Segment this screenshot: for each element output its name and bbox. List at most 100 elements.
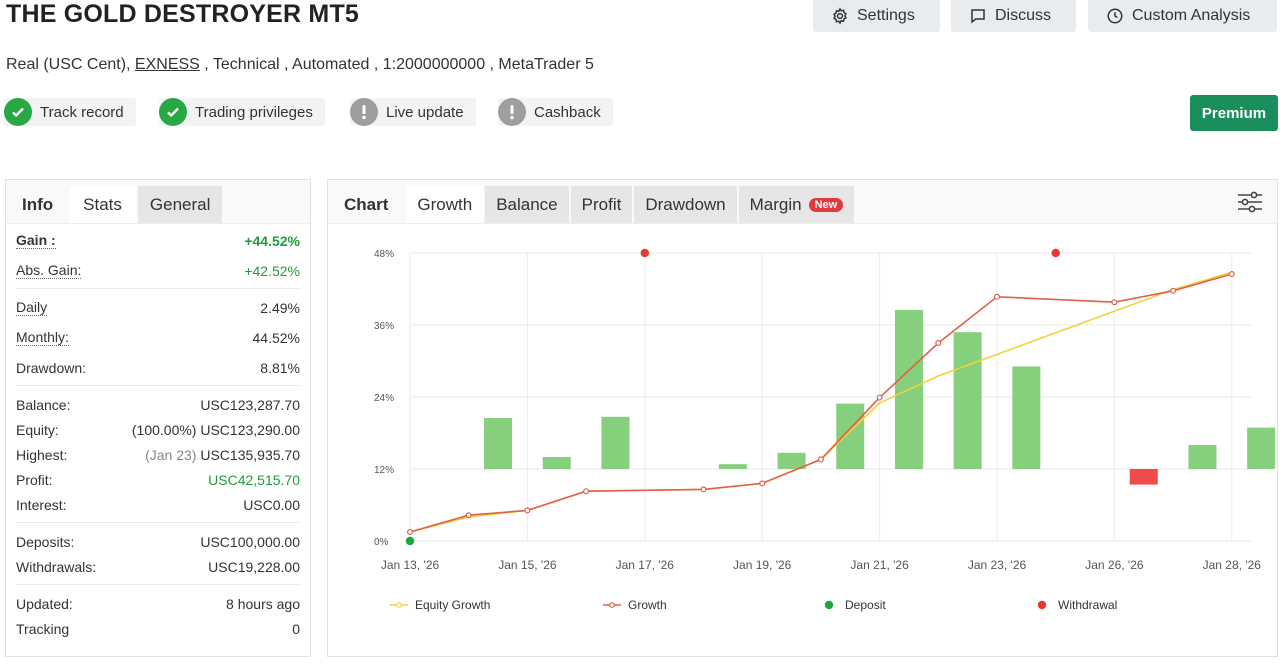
profit-bar (836, 403, 865, 469)
withdrawal-marker (1051, 248, 1060, 258)
badge-label: Live update (386, 103, 464, 121)
broker-link[interactable]: EXNESS (134, 56, 200, 73)
legend-label: Deposit (845, 598, 886, 612)
account-subtitle: Real (USC Cent), EXNESS , Technical , Au… (6, 56, 594, 74)
growth-point (759, 480, 766, 487)
stats-list: Gain : +44.52% Abs. Gain: +42.52% Daily 2.4… (6, 228, 310, 641)
deposit-marker (405, 536, 415, 546)
tab-margin[interactable]: Margin New (738, 186, 855, 223)
growth-point (876, 394, 883, 401)
stat-withdrawals: Withdrawals: USC19,228.00 (16, 558, 300, 575)
clock-icon (1107, 8, 1123, 24)
badge-track-record[interactable]: Track record (4, 98, 136, 126)
y-tick-label: 24% (374, 393, 394, 404)
check-icon (159, 98, 187, 126)
sliders-icon[interactable] (1237, 190, 1263, 214)
check-icon (4, 98, 32, 126)
tab-drawdown[interactable]: Drawdown (634, 186, 737, 223)
custom-analysis-label: Custom Analysis (1132, 7, 1251, 24)
growth-point (406, 529, 413, 536)
x-tick-label: Jan 13, '26 (381, 558, 440, 572)
x-tick-label: Jan 21, '26 (850, 558, 909, 572)
legend-label: Growth (628, 598, 667, 612)
chart-panel: Chart Growth Balance Profit Drawdown Mar… (327, 179, 1278, 657)
growth-point (935, 339, 942, 346)
growth-point (1228, 270, 1235, 277)
profit-bar (718, 464, 747, 469)
stat-equity: Equity: (100.00%) USC123,290.00 (16, 421, 300, 438)
growth-point (1170, 287, 1177, 294)
badge-label: Trading privileges (195, 103, 313, 121)
profit-bar (601, 416, 630, 469)
x-tick-label: Jan 28, '26 (1203, 558, 1262, 572)
growth-point (817, 456, 824, 463)
growth-point (583, 488, 590, 495)
profit-bar (1247, 427, 1276, 469)
y-tick-label: 12% (374, 465, 394, 476)
legend-label: Equity Growth (415, 598, 490, 612)
discuss-button[interactable]: Discuss (951, 0, 1076, 32)
stat-drawdown: Drawdown: 8.81% (16, 359, 300, 376)
stat-highest: Highest: (Jan 23) USC135,935.70 (16, 446, 300, 463)
badge-trading-privileges[interactable]: Trading privileges (159, 98, 325, 126)
stat-tracking: Tracking 0 (16, 620, 300, 637)
stat-daily: Daily 2.49% (16, 298, 300, 316)
growth-point (700, 486, 707, 493)
x-tick-label: Jan 26, '26 (1085, 558, 1144, 572)
legend-swatch-point (609, 602, 615, 608)
custom-analysis-button[interactable]: Custom Analysis (1088, 0, 1277, 32)
growth-point (524, 507, 531, 514)
tab-profit[interactable]: Profit (570, 186, 633, 223)
divider (16, 584, 300, 585)
growth-point (1111, 299, 1118, 306)
profit-bar (953, 332, 982, 469)
badge-label: Cashback (534, 103, 601, 121)
divider (16, 385, 300, 386)
stat-deposits: Deposits: USC100,000.00 (16, 533, 300, 550)
profit-bar (1188, 445, 1217, 469)
exclamation-icon (498, 98, 526, 126)
profit-bar (777, 452, 806, 469)
settings-label: Settings (857, 7, 915, 24)
x-tick-label: Jan 19, '26 (733, 558, 792, 572)
y-tick-label: 0% (374, 537, 389, 548)
x-tick-label: Jan 15, '26 (498, 558, 557, 572)
legend-swatch-point (396, 602, 402, 608)
tab-info[interactable]: Info (22, 194, 54, 214)
stat-updated: Updated: 8 hours ago (16, 595, 300, 612)
stat-profit: Profit: USC42,515.70 (16, 471, 300, 488)
tab-stats[interactable]: Stats (69, 186, 136, 223)
y-tick-label: 36% (374, 321, 394, 332)
y-tick-label: 48% (374, 249, 394, 260)
badge-live-update[interactable]: Live update (350, 98, 476, 126)
exclamation-icon (350, 98, 378, 126)
equity-growth-line (409, 271, 1233, 533)
tab-balance[interactable]: Balance (485, 186, 569, 223)
tab-growth[interactable]: Growth (406, 186, 484, 223)
growth-chart: 0% 12% 24% 36% 48% Jan 13, '26 Jan 15, '26 Jan … (374, 248, 1276, 612)
new-badge: New (808, 197, 844, 212)
profit-bar (1129, 469, 1158, 485)
stat-gain: Gain : +44.52% (16, 231, 300, 249)
stat-balance: Balance: USC123,287.70 (16, 396, 300, 413)
stat-abs-gain: Abs. Gain: +42.52% (16, 261, 300, 279)
discuss-label: Discuss (995, 7, 1052, 24)
account-details: , Technical , Automated , 1:2000000000 ,… (199, 56, 594, 73)
legend-swatch (824, 600, 834, 610)
tab-general[interactable]: General (137, 186, 223, 223)
growth-point (465, 512, 472, 519)
badge-cashback[interactable]: Cashback (498, 98, 613, 126)
profit-bar (542, 457, 571, 469)
tab-chart[interactable]: Chart (344, 194, 389, 214)
x-tick-label: Jan 23, '26 (968, 558, 1027, 572)
tab-margin-label: Margin (749, 194, 802, 214)
chat-bubble-icon (971, 9, 985, 24)
premium-button[interactable]: Premium (1190, 95, 1278, 131)
divider (16, 522, 300, 523)
account-type: Real (USC Cent), (6, 56, 135, 73)
legend-label: Withdrawal (1058, 598, 1117, 612)
settings-button[interactable]: Settings (813, 0, 940, 32)
x-tick-label: Jan 17, '26 (616, 558, 675, 572)
stats-panel: Info Stats General Gain : +44.52% Abs. Ga… (5, 179, 311, 657)
profit-bar (1012, 366, 1041, 469)
